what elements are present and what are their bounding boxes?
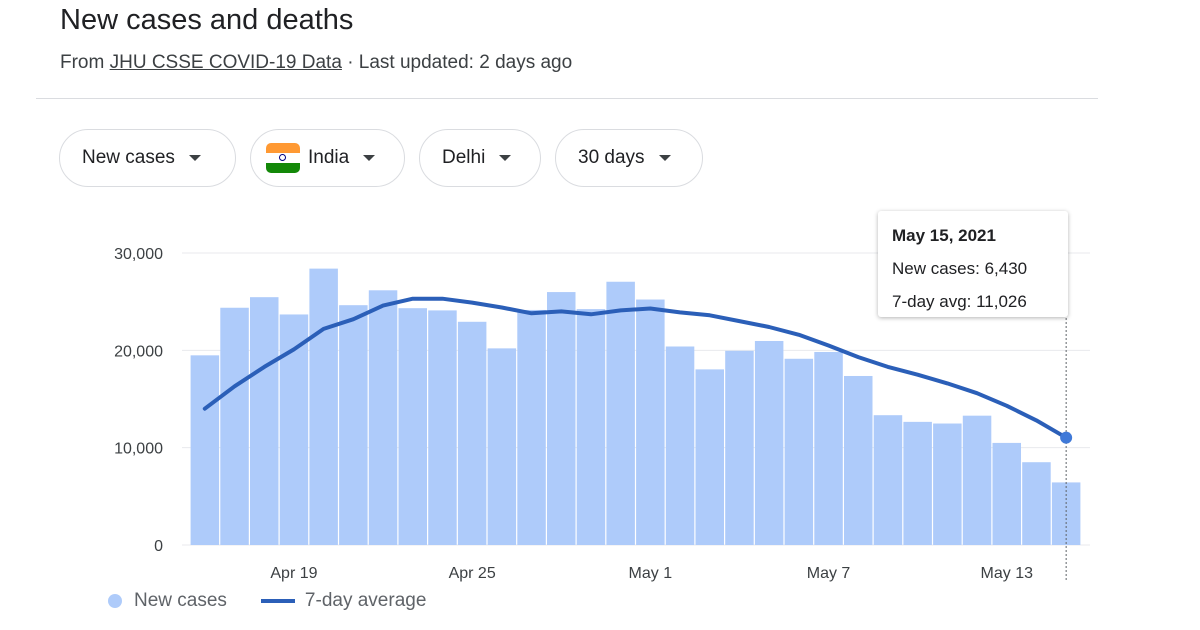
country-dropdown[interactable]: India xyxy=(250,129,405,187)
region-dropdown-label: Delhi xyxy=(442,147,486,168)
region-dropdown[interactable]: Delhi xyxy=(419,129,541,187)
page-title: New cases and deaths xyxy=(60,4,354,36)
country-dropdown-label: India xyxy=(308,147,350,168)
bar xyxy=(220,307,249,545)
bar xyxy=(814,351,843,545)
legend-bars-swatch xyxy=(108,594,122,608)
bar xyxy=(190,355,220,545)
y-tick-label: 30,000 xyxy=(114,246,163,263)
x-tick-label: Apr 19 xyxy=(270,565,317,582)
legend-bars-label: New cases xyxy=(134,590,227,611)
legend-line-label: 7-day average xyxy=(304,590,427,611)
legend-line-swatch xyxy=(260,599,295,603)
bar xyxy=(398,308,427,545)
metric-dropdown-label: New cases xyxy=(82,147,175,168)
bar xyxy=(339,305,368,545)
caret-down-icon xyxy=(499,155,512,161)
y-tick-label: 0 xyxy=(154,538,163,555)
chart-tooltip: May 15, 2021 New cases: 6,430 7-day avg:… xyxy=(878,211,1068,317)
bar xyxy=(428,310,457,545)
india-flag-icon xyxy=(266,143,300,173)
bar xyxy=(754,340,784,545)
x-tick-label: May 13 xyxy=(981,565,1034,582)
average-line xyxy=(202,296,1069,440)
y-tick-label: 20,000 xyxy=(114,343,163,360)
tooltip-cases: New cases: 6,430 xyxy=(892,259,1028,278)
range-dropdown[interactable]: 30 days xyxy=(555,129,703,187)
tooltip-avg: 7-day avg: 11,026 xyxy=(892,292,1027,311)
bar xyxy=(487,348,517,545)
x-tick-label: May 1 xyxy=(629,565,673,582)
last-updated: · Last updated: 2 days ago xyxy=(347,52,573,73)
bar xyxy=(606,281,635,545)
bar xyxy=(576,309,606,545)
bar xyxy=(725,350,754,545)
metric-dropdown[interactable]: New cases xyxy=(59,129,236,187)
bar xyxy=(368,290,398,545)
bar xyxy=(457,321,487,545)
bar xyxy=(933,423,962,545)
chart-legend: New cases 7-day average xyxy=(108,590,426,612)
bar xyxy=(250,297,279,545)
caret-down-icon xyxy=(658,155,671,161)
bar xyxy=(784,358,814,545)
source-link[interactable]: JHU CSSE COVID-19 Data xyxy=(109,52,342,73)
bar xyxy=(695,369,724,545)
bar xyxy=(665,346,695,545)
caret-down-icon xyxy=(188,155,201,161)
bar xyxy=(1022,462,1051,545)
tooltip-date: May 15, 2021 xyxy=(892,226,996,245)
bar xyxy=(992,442,1021,545)
source-line: From JHU CSSE COVID-19 Data · Last updat… xyxy=(60,52,572,74)
range-dropdown-label: 30 days xyxy=(578,147,645,168)
header-divider xyxy=(36,98,1098,99)
x-tick-label: May 7 xyxy=(807,565,851,582)
bar xyxy=(873,415,903,545)
bar xyxy=(636,299,665,545)
bar xyxy=(962,415,992,545)
x-tick-label: Apr 25 xyxy=(449,565,496,582)
y-tick-label: 10,000 xyxy=(114,441,163,458)
bar xyxy=(547,292,576,545)
bar xyxy=(517,309,546,545)
highlight-point xyxy=(1060,431,1073,444)
bar xyxy=(903,421,932,545)
source-prefix: From xyxy=(60,52,105,73)
bar xyxy=(309,268,338,545)
bar xyxy=(844,375,873,545)
caret-down-icon xyxy=(363,155,376,161)
